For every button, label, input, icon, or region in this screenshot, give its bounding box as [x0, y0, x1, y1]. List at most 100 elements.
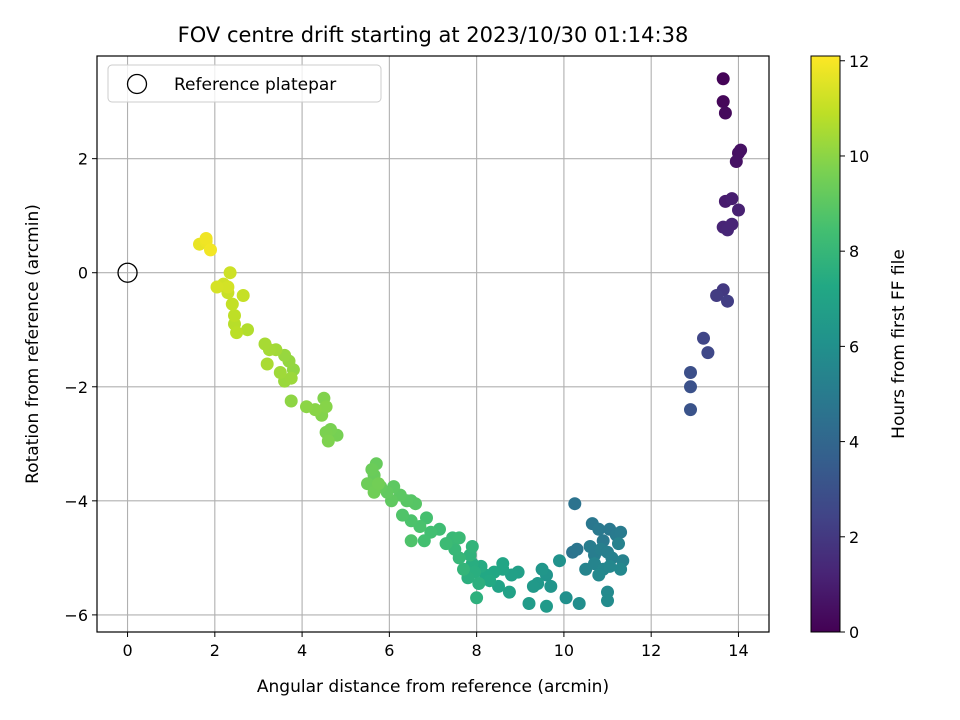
data-point	[236, 289, 250, 302]
colorbar-tick-label: 10	[849, 147, 869, 166]
data-point	[496, 557, 510, 571]
data-point	[716, 95, 730, 109]
data-point	[721, 294, 734, 308]
legend-label: Reference platepar	[174, 75, 336, 95]
data-point	[559, 591, 573, 605]
data-point	[553, 554, 566, 568]
data-point	[710, 289, 724, 302]
data-point	[457, 562, 470, 576]
legend: Reference platepar	[107, 64, 382, 103]
data-point	[273, 366, 287, 379]
data-point	[465, 540, 479, 553]
plot-area	[97, 56, 769, 632]
data-point	[228, 309, 241, 322]
data-point	[572, 597, 586, 610]
data-point	[404, 534, 418, 548]
y-tick-label: 0	[78, 264, 88, 283]
reference-layer	[117, 262, 138, 283]
colorbar-tick-label: 6	[849, 337, 859, 356]
x-tick-label: 12	[641, 641, 661, 660]
data-point	[729, 155, 743, 168]
colorbar-tick-label: 0	[849, 623, 859, 642]
data-point	[614, 525, 628, 539]
colorbar-tick-label: 8	[849, 242, 859, 261]
colorbar-ticks: 0 2 4 6 8 10 12	[840, 52, 869, 642]
x-tick-label: 4	[297, 641, 307, 660]
data-point	[734, 143, 748, 157]
scatter-points	[193, 72, 748, 613]
data-point	[544, 579, 558, 593]
data-point	[522, 597, 536, 610]
data-point	[684, 403, 697, 417]
data-point	[601, 594, 614, 608]
data-point	[300, 400, 313, 414]
data-point	[570, 542, 584, 556]
x-ticks: 0 2 4 6 8 10 12 14	[122, 632, 749, 660]
x-tick-label: 6	[384, 641, 394, 660]
data-point	[241, 323, 254, 337]
x-tick-label: 2	[210, 641, 220, 660]
data-point	[199, 232, 213, 245]
data-point	[732, 203, 745, 217]
data-point	[684, 380, 697, 394]
colorbar-gradient	[811, 56, 840, 632]
colorbar-frame	[810, 55, 841, 633]
data-point	[614, 562, 628, 576]
data-point	[725, 217, 739, 231]
data-point	[396, 508, 409, 522]
data-point	[502, 585, 516, 599]
data-point	[716, 72, 730, 86]
x-tick-label: 8	[472, 641, 482, 660]
x-tick-label: 0	[122, 641, 132, 660]
y-tick-label: −6	[64, 606, 88, 625]
x-tick-label: 10	[554, 641, 574, 660]
data-point	[697, 331, 710, 345]
x-tick-label: 14	[728, 641, 748, 660]
data-point	[284, 394, 298, 408]
legend-marker-open-circle	[126, 73, 148, 95]
data-point	[365, 463, 379, 476]
data-point	[603, 559, 617, 573]
colorbar-tick-label: 12	[849, 52, 869, 71]
data-point	[612, 537, 625, 551]
data-point	[540, 599, 553, 613]
data-point	[230, 326, 244, 340]
data-point	[452, 531, 466, 545]
data-point	[535, 562, 549, 576]
y-tick-label: −2	[64, 378, 88, 397]
chart-title: FOV centre drift starting at 2023/10/30 …	[178, 23, 689, 47]
data-point	[470, 591, 484, 605]
plot-frame	[96, 55, 770, 633]
data-point	[210, 280, 224, 294]
data-point	[372, 477, 385, 491]
data-point	[417, 534, 431, 548]
y-axis-label: Rotation from reference (arcmin)	[23, 204, 43, 484]
data-point	[701, 346, 715, 360]
data-point	[221, 280, 235, 294]
data-point	[592, 568, 606, 582]
y-ticks: −6 −4 −2 0 2	[64, 150, 97, 625]
data-point	[568, 497, 582, 511]
data-point	[439, 537, 453, 551]
data-point	[718, 106, 732, 120]
legend-box	[107, 64, 382, 103]
colorbar: 0 2 4 6 8 10 12 Hours from first FF file	[810, 52, 909, 642]
data-point	[321, 434, 335, 448]
data-point	[223, 266, 237, 280]
reference-platepar-marker	[117, 262, 138, 283]
data-point	[472, 577, 486, 590]
y-tick-label: 2	[78, 150, 88, 169]
colorbar-label: Hours from first FF file	[889, 249, 909, 439]
data-point	[725, 192, 739, 206]
data-point	[204, 243, 217, 257]
data-point	[526, 579, 540, 593]
data-point	[684, 366, 697, 379]
data-point	[260, 357, 274, 371]
colorbar-tick-label: 4	[849, 433, 859, 452]
data-point	[284, 371, 298, 385]
data-point	[592, 522, 606, 536]
x-axis-label: Angular distance from reference (arcmin)	[257, 677, 609, 697]
data-point	[319, 400, 333, 414]
data-point	[258, 337, 272, 351]
